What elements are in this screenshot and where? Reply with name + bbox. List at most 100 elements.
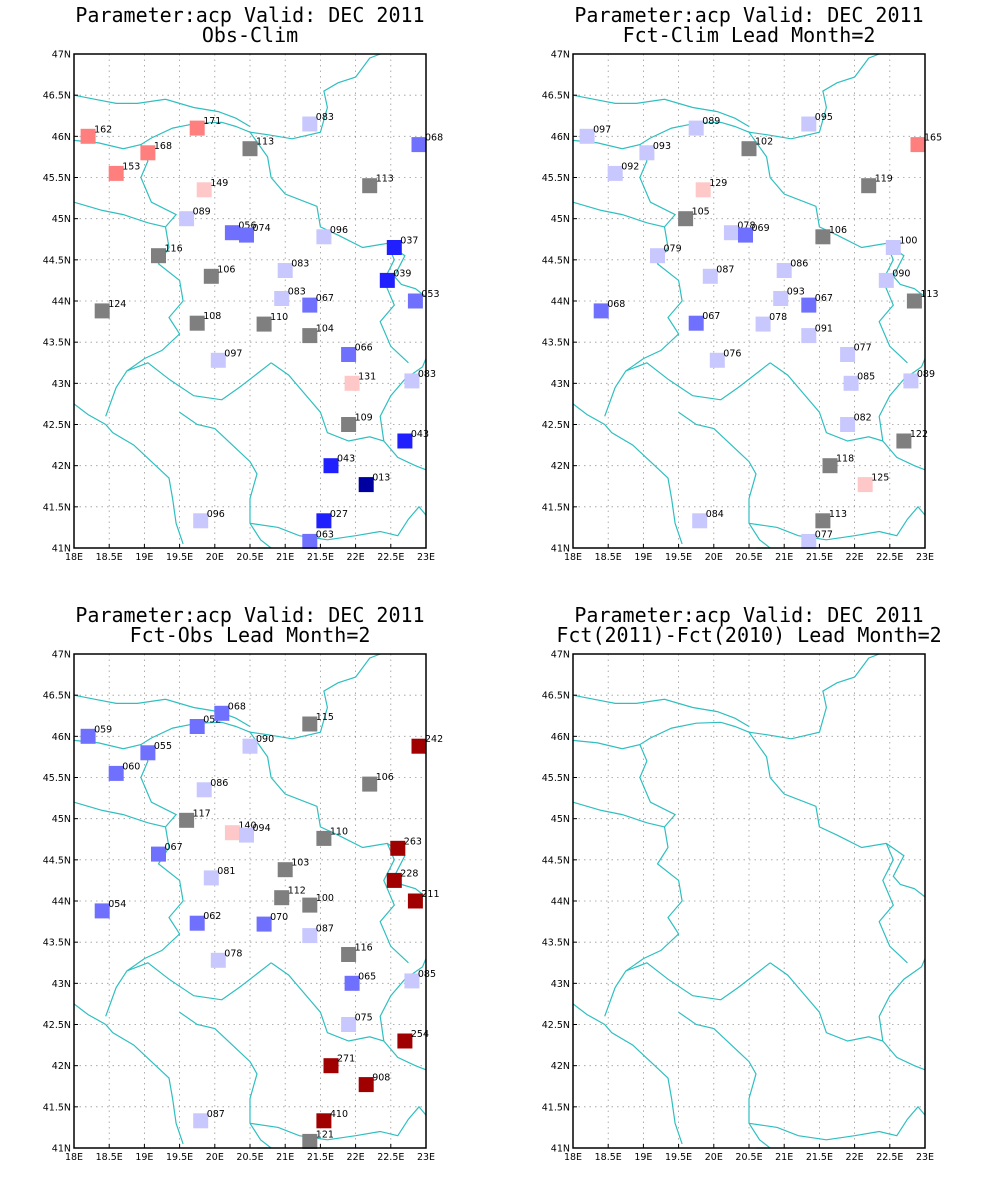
station-marker bbox=[579, 128, 595, 144]
station-value-label: 087 bbox=[207, 1109, 225, 1120]
border-line bbox=[249, 505, 427, 541]
station-marker bbox=[379, 272, 395, 288]
x-tick-label: 20.5E bbox=[735, 1152, 762, 1163]
y-tick-label: 44.5N bbox=[542, 255, 570, 266]
y-tick-label: 45.5N bbox=[542, 773, 570, 784]
station-marker bbox=[203, 268, 219, 284]
station-value-label: 106 bbox=[829, 225, 847, 236]
y-tick-label: 45N bbox=[52, 214, 71, 225]
station-value-label: 067 bbox=[316, 293, 334, 304]
station-value-label: 027 bbox=[330, 509, 348, 520]
y-tick-label: 42N bbox=[52, 461, 71, 472]
y-tick-label: 41N bbox=[551, 1144, 570, 1155]
station-value-label: 070 bbox=[270, 912, 288, 923]
station-value-label: 211 bbox=[421, 889, 439, 900]
station-value-label: 242 bbox=[425, 734, 443, 745]
border-line bbox=[572, 653, 880, 750]
station-value-label: 090 bbox=[256, 734, 274, 745]
station-value-label: 089 bbox=[917, 369, 935, 380]
axis-ticks: 18E 18.5E 19E 19.5E 20E 20.5E 21E 21.5E 22E 22.5E… bbox=[542, 50, 934, 564]
station-marker bbox=[593, 303, 609, 319]
station-value-label: 089 bbox=[193, 207, 211, 218]
panel-title-line1: Parameter:acp Valid: DEC 2011 bbox=[75, 3, 424, 27]
station-value-label: 065 bbox=[358, 971, 376, 982]
station-value-label: 108 bbox=[203, 311, 221, 322]
station-marker bbox=[210, 952, 226, 968]
x-tick-label: 21E bbox=[775, 1152, 793, 1163]
axis-ticks: 18E 18.5E 19E 19.5E 20E 20.5E 21E 21.5E 22E 22.5E… bbox=[43, 50, 435, 564]
x-tick-label: 19.5E bbox=[166, 552, 193, 563]
station-value-label: 085 bbox=[857, 371, 875, 382]
station-value-label: 109 bbox=[355, 413, 373, 424]
station-value-label: 102 bbox=[755, 137, 773, 148]
y-tick-label: 47N bbox=[551, 50, 570, 61]
station-marker bbox=[650, 248, 665, 264]
border-line bbox=[73, 694, 251, 728]
x-tick-label: 21.5E bbox=[307, 1152, 334, 1163]
y-tick-label: 46.5N bbox=[43, 91, 71, 102]
x-tick-label: 23E bbox=[916, 552, 934, 563]
station-value-label: 112 bbox=[288, 886, 306, 897]
border-line bbox=[105, 744, 184, 1017]
x-tick-label: 20.5E bbox=[236, 552, 263, 563]
station-value-label: 078 bbox=[769, 312, 787, 323]
x-tick-label: 19E bbox=[634, 1152, 652, 1163]
station-value-label: 228 bbox=[400, 868, 418, 879]
station-value-label: 089 bbox=[702, 116, 720, 127]
x-tick-label: 20.5E bbox=[735, 552, 762, 563]
station-marker bbox=[861, 178, 877, 194]
station-marker bbox=[903, 373, 919, 389]
x-tick-label: 18E bbox=[65, 1152, 83, 1163]
y-tick-label: 46.5N bbox=[542, 91, 570, 102]
y-tick-label: 42.5N bbox=[43, 420, 71, 431]
station-value-label: 124 bbox=[108, 299, 126, 310]
station-marker bbox=[639, 145, 655, 161]
y-tick-label: 42N bbox=[52, 1061, 71, 1072]
station-marker bbox=[678, 211, 694, 227]
station-value-label: 093 bbox=[787, 287, 805, 298]
y-tick-label: 44N bbox=[52, 897, 71, 908]
station-marker bbox=[773, 291, 789, 306]
station-marker bbox=[302, 533, 318, 549]
border-line bbox=[179, 411, 272, 549]
station-value-label: 119 bbox=[875, 174, 893, 185]
station-marker bbox=[407, 893, 423, 909]
border-line bbox=[625, 362, 771, 401]
y-tick-label: 47N bbox=[52, 650, 71, 661]
station-value-label: 113 bbox=[920, 289, 938, 300]
station-marker bbox=[193, 1113, 209, 1129]
x-tick-label: 18.5E bbox=[595, 1152, 622, 1163]
x-tick-label: 21E bbox=[276, 1152, 294, 1163]
border-line bbox=[769, 962, 883, 1042]
station-value-label: 039 bbox=[393, 268, 411, 279]
y-tick-label: 47N bbox=[551, 650, 570, 661]
station-marker bbox=[302, 116, 318, 132]
y-tick-label: 41.5N bbox=[43, 502, 71, 513]
station-value-label: 081 bbox=[217, 866, 235, 877]
station-marker bbox=[857, 477, 873, 493]
station-marker bbox=[203, 870, 219, 886]
x-tick-label: 22E bbox=[347, 1152, 365, 1163]
border-line bbox=[126, 962, 272, 1001]
panel-title-line2: Fct-Obs Lead Month=2 bbox=[130, 623, 371, 647]
x-tick-label: 19E bbox=[135, 552, 153, 563]
border-line bbox=[572, 201, 665, 228]
station-marker bbox=[709, 352, 725, 368]
y-tick-label: 46.5N bbox=[542, 691, 570, 702]
panel-fct-clim: Parameter:acp Valid: DEC 2011 Fct-Clim L… bbox=[542, 3, 942, 563]
panel-title-line2: Fct(2011)-Fct(2010) Lead Month=2 bbox=[556, 623, 941, 647]
station-value-label: 118 bbox=[836, 454, 854, 465]
border-line bbox=[882, 440, 926, 471]
station-marker bbox=[302, 928, 318, 944]
station-marker bbox=[140, 145, 156, 161]
station-value-label: 105 bbox=[692, 207, 710, 218]
station-marker bbox=[151, 248, 166, 264]
station-value-label: 068 bbox=[425, 133, 443, 144]
station-marker bbox=[822, 458, 838, 474]
station-marker bbox=[840, 347, 856, 362]
y-tick-label: 43.5N bbox=[43, 338, 71, 349]
station-value-label: 063 bbox=[316, 529, 334, 540]
y-tick-label: 44.5N bbox=[43, 855, 71, 866]
station-marker bbox=[607, 165, 623, 181]
x-tick-label: 21E bbox=[276, 552, 294, 563]
